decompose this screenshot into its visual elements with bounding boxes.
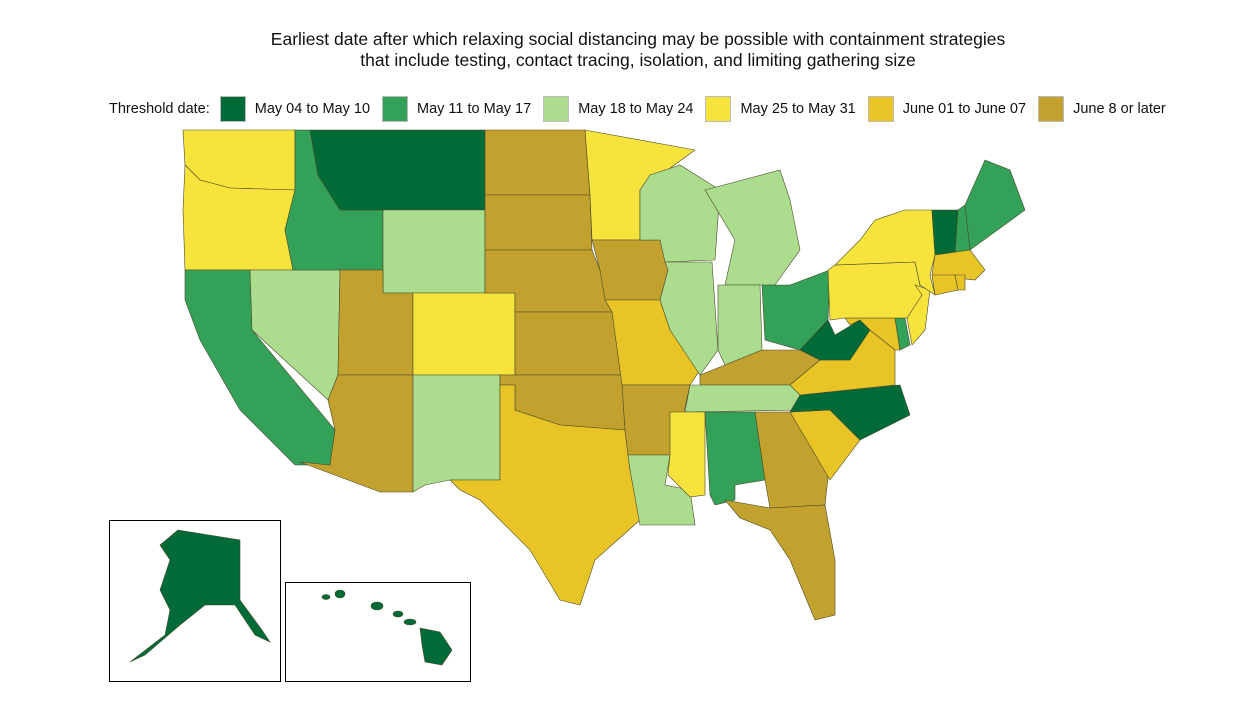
state-ri — [954, 274, 966, 291]
state-nd — [484, 129, 591, 196]
state-mt — [309, 129, 486, 211]
legend-swatch-3 — [705, 96, 732, 122]
legend-text-2: May 18 to May 24 — [578, 101, 694, 117]
state-la — [627, 454, 696, 526]
legend-text-0: May 04 to May 10 — [254, 101, 371, 117]
legend-swatch-5 — [1038, 96, 1065, 122]
legend-text-1: May 11 to May 17 — [417, 101, 532, 117]
legend-text-3: May 25 to May 31 — [740, 101, 856, 117]
map-title-line1: Earliest date after which relaxing socia… — [270, 29, 1006, 49]
alaska-inset-frame — [109, 520, 281, 682]
map-title-line2: that include testing, contact tracing, i… — [360, 50, 916, 70]
state-hi-island-0 — [321, 594, 331, 600]
state-hi-island-1 — [334, 589, 346, 599]
state-vt — [931, 209, 959, 256]
state-nm — [412, 374, 501, 493]
legend-text-4: June 01 to June 07 — [902, 101, 1027, 117]
legend: Threshold date: May 04 to May 10 May 11 … — [109, 96, 1168, 122]
legend-swatch-1 — [382, 96, 409, 122]
state-sd — [484, 194, 593, 251]
state-ak — [129, 529, 271, 663]
state-mi — [704, 169, 801, 286]
state-fl — [724, 499, 836, 621]
state-wy — [382, 209, 486, 294]
state-co — [412, 292, 516, 376]
legend-text-5: June 8 or later — [1073, 101, 1166, 117]
state-ma — [931, 249, 986, 281]
state-ct — [931, 274, 959, 296]
state-ms — [667, 411, 706, 498]
legend-swatch-4 — [867, 96, 894, 122]
legend-label: Threshold date: — [109, 101, 210, 117]
hawaii-inset-frame — [285, 582, 471, 682]
state-il — [659, 261, 719, 376]
legend-swatch-0 — [219, 96, 246, 122]
state-ks — [514, 311, 623, 376]
legend-swatch-2 — [543, 96, 570, 122]
state-hi-island-4 — [403, 618, 417, 626]
state-hi — [419, 627, 453, 666]
state-hi-island-2 — [370, 601, 384, 611]
state-al — [704, 411, 766, 506]
state-ia — [591, 239, 669, 301]
state-pa — [827, 261, 923, 321]
state-hi-island-3 — [392, 610, 404, 618]
state-tx — [449, 384, 641, 606]
state-me — [964, 159, 1026, 251]
